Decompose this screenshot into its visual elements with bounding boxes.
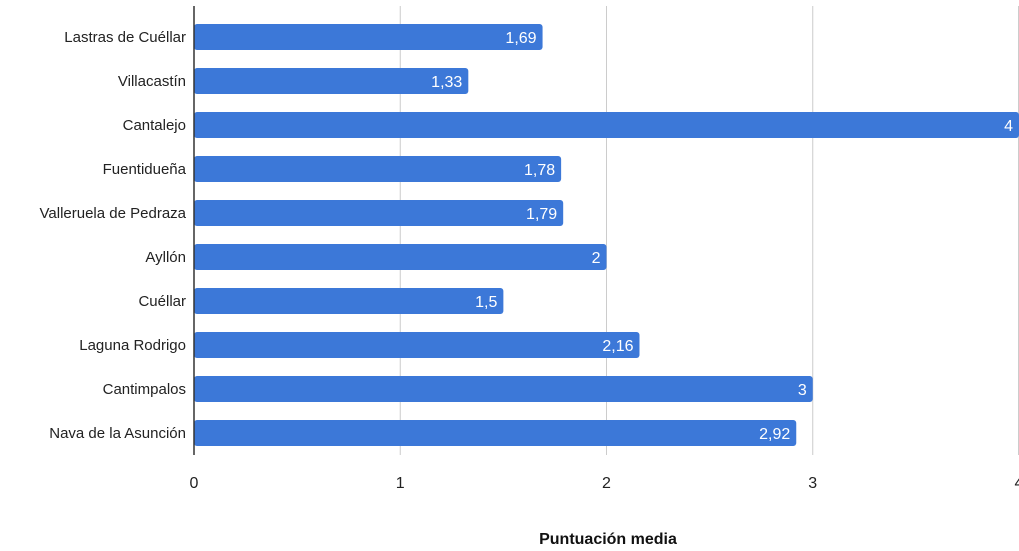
- data-label-5: 2: [592, 250, 601, 267]
- x-tick-label-3: 3: [808, 475, 817, 492]
- category-label-6: Cuéllar: [138, 293, 186, 310]
- category-label-8: Cantimpalos: [103, 381, 186, 398]
- x-tick-label-1: 1: [396, 475, 405, 492]
- bar-0: [194, 24, 543, 50]
- data-label-3: 1,78: [524, 162, 555, 179]
- data-label-8: 3: [798, 382, 807, 399]
- category-label-2: Cantalejo: [123, 117, 186, 134]
- bar-2: [194, 112, 1019, 138]
- category-label-7: Laguna Rodrigo: [79, 337, 186, 354]
- bar-7: [194, 332, 640, 358]
- bar-9: [194, 420, 797, 446]
- category-label-4: Valleruela de Pedraza: [40, 205, 187, 222]
- category-label-9: Nava de la Asunción: [49, 425, 186, 442]
- data-label-7: 2,16: [602, 338, 633, 355]
- bar-8: [194, 376, 813, 402]
- bar-4: [194, 200, 564, 226]
- data-label-9: 2,92: [759, 426, 790, 443]
- data-label-4: 1,79: [526, 206, 557, 223]
- data-label-6: 1,5: [475, 294, 497, 311]
- data-label-1: 1,33: [431, 74, 462, 91]
- bar-5: [194, 244, 607, 270]
- bar-1: [194, 68, 469, 94]
- x-tick-label-2: 2: [602, 475, 611, 492]
- bars: [194, 24, 1019, 446]
- data-label-2: 4: [1004, 118, 1013, 135]
- data-label-0: 1,69: [505, 30, 536, 47]
- category-label-1: Villacastín: [118, 73, 186, 90]
- category-label-3: Fuentidueña: [103, 161, 187, 178]
- category-label-5: Ayllón: [145, 249, 186, 266]
- x-axis-title: Puntuación media: [539, 531, 677, 548]
- category-label-0: Lastras de Cuéllar: [64, 29, 186, 46]
- x-tick-label-0: 0: [190, 475, 199, 492]
- bar-6: [194, 288, 504, 314]
- labels: Lastras de Cuéllar 1,69 Villacastín 1,33 Can…: [40, 29, 1019, 492]
- x-tick-label-4: 4: [1015, 475, 1019, 492]
- bar-3: [194, 156, 562, 182]
